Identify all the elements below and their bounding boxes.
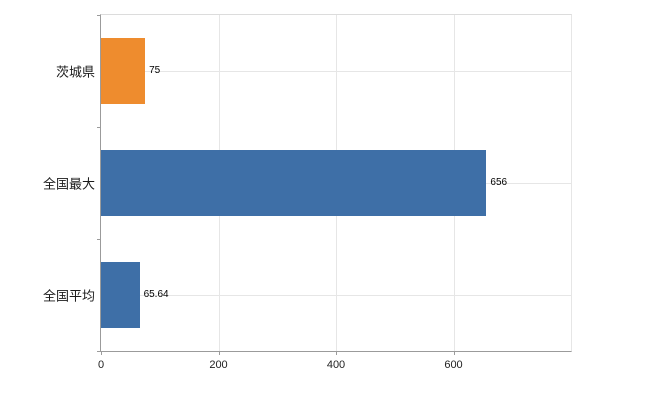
x-tick-mark xyxy=(453,351,455,355)
y-tick-mark xyxy=(97,351,101,352)
y-tick-mark xyxy=(97,239,101,240)
x-tick-label: 400 xyxy=(326,359,346,371)
chart-row: 全国平均 65.64 xyxy=(43,239,571,351)
category-gridline xyxy=(101,295,571,296)
x-tick-mark xyxy=(101,351,102,355)
x-tick-label: 200 xyxy=(209,359,228,371)
value-label: 75 xyxy=(149,65,161,76)
chart-row: 茨城県 75 xyxy=(56,15,571,127)
y-tick-mark xyxy=(97,127,101,128)
x-tick-label: 600 xyxy=(444,359,463,371)
bar-2 xyxy=(101,150,487,216)
bar-1 xyxy=(101,38,146,104)
y-tick-mark xyxy=(97,15,101,16)
category-label: 全国平均 xyxy=(42,288,95,304)
value-label: 656 xyxy=(490,177,508,188)
value-label: 65.64 xyxy=(143,289,169,300)
x-tick-mark xyxy=(218,351,220,355)
category-label: 茨城県 xyxy=(55,64,95,80)
plot-area: 茨城県 75 全国最大 656 全国平均 65.64 0 200 400 600 xyxy=(43,14,572,371)
bar-3 xyxy=(101,262,140,328)
chart-row: 全国最大 656 xyxy=(43,127,571,239)
category-label: 全国最大 xyxy=(42,176,95,192)
x-tick-mark xyxy=(336,351,337,355)
x-tick-label: 0 xyxy=(97,359,105,371)
category-gridline xyxy=(101,71,571,72)
